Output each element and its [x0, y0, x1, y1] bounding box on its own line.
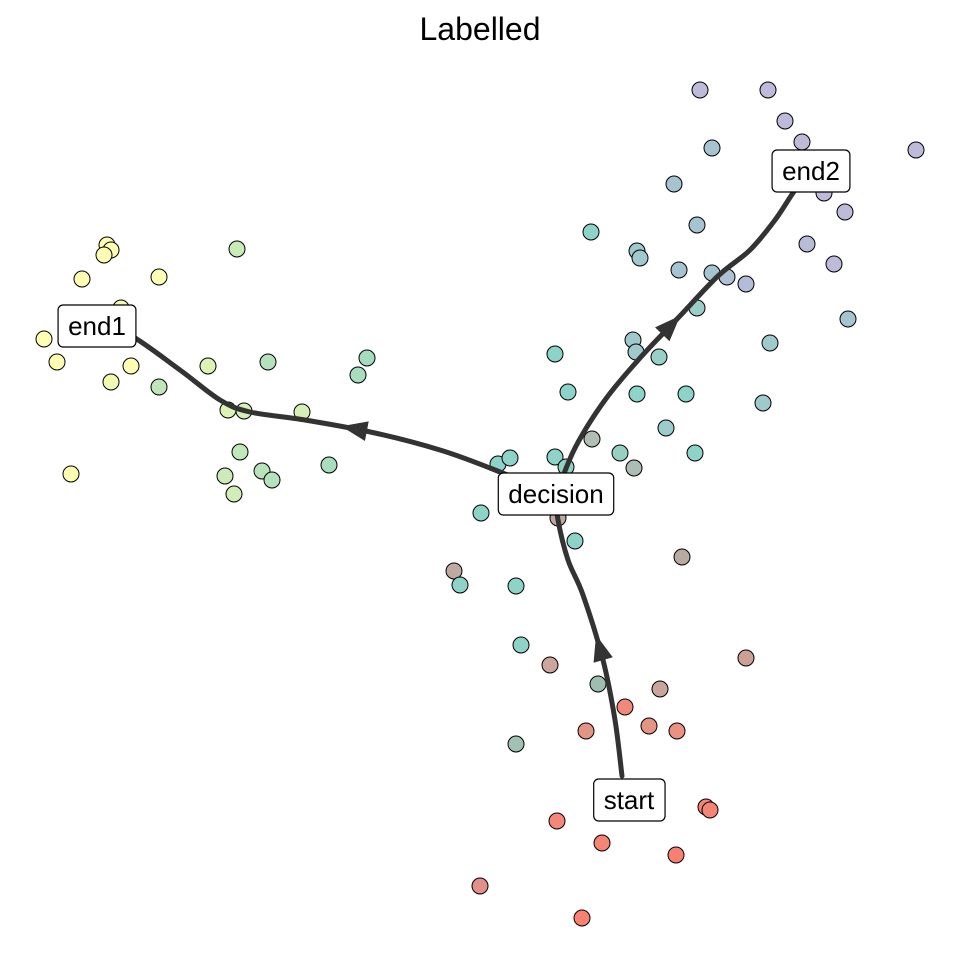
milestone-box-end2 — [771, 149, 851, 193]
point-6 — [665, 175, 683, 193]
point-84 — [216, 467, 234, 485]
point-47 — [541, 656, 559, 674]
milestone-text-decision: decision — [508, 479, 603, 509]
point-27 — [628, 385, 646, 403]
point-35 — [546, 448, 564, 466]
chart-title: Labelled — [420, 11, 541, 47]
point-44 — [507, 577, 525, 595]
point-34 — [625, 459, 643, 477]
point-62 — [573, 909, 591, 927]
arrowhead-decision-end2 — [655, 315, 681, 342]
point-29 — [754, 394, 772, 412]
point-9 — [688, 216, 706, 234]
point-61 — [471, 877, 489, 895]
point-86 — [263, 471, 281, 489]
point-38 — [501, 449, 519, 467]
point-78 — [349, 366, 367, 384]
point-50 — [651, 680, 669, 698]
point-87 — [225, 485, 243, 503]
milestone-text-start: start — [604, 785, 655, 815]
point-14 — [825, 255, 843, 273]
point-66 — [228, 240, 246, 258]
point-39 — [472, 504, 490, 522]
point-88 — [62, 465, 80, 483]
points-layer — [35, 81, 925, 927]
milestone-box-decision — [497, 472, 615, 516]
point-46 — [512, 636, 530, 654]
point-48 — [737, 649, 755, 667]
trajectory-decision-end1 — [95, 323, 559, 498]
point-15 — [670, 261, 688, 279]
point-71 — [48, 353, 66, 371]
point-1 — [759, 81, 777, 99]
point-11 — [798, 235, 816, 253]
point-10 — [582, 223, 600, 241]
milestone-text-end2: end2 — [782, 156, 840, 186]
labels-layer: start decision end1 end2 — [57, 149, 851, 822]
arrowhead-start-decision — [593, 635, 613, 663]
point-3 — [793, 133, 811, 151]
point-67 — [73, 270, 91, 288]
point-24 — [650, 348, 668, 366]
milestone-text-end1: end1 — [68, 311, 126, 341]
point-2 — [776, 112, 794, 130]
arrows-layer — [341, 315, 681, 663]
point-73 — [102, 373, 120, 391]
point-83 — [320, 456, 338, 474]
point-74 — [150, 378, 168, 396]
point-51 — [616, 698, 634, 716]
point-18 — [737, 275, 755, 293]
point-57 — [701, 801, 719, 819]
point-65 — [95, 246, 113, 264]
point-52 — [640, 717, 658, 735]
point-30 — [657, 419, 675, 437]
milestone-label-start: start — [593, 778, 666, 822]
point-75 — [199, 357, 217, 375]
point-22 — [761, 334, 779, 352]
point-82 — [231, 443, 249, 461]
arrowhead-decision-end1 — [341, 421, 369, 441]
point-0 — [691, 81, 709, 99]
point-33 — [686, 444, 704, 462]
point-53 — [668, 722, 686, 740]
point-8 — [836, 203, 854, 221]
point-58 — [548, 812, 566, 830]
point-54 — [577, 722, 595, 740]
point-59 — [593, 834, 611, 852]
point-41 — [566, 532, 584, 550]
point-76 — [259, 353, 277, 371]
point-20 — [839, 310, 857, 328]
point-25 — [546, 345, 564, 363]
milestone-box-end1 — [57, 304, 137, 348]
point-28 — [677, 385, 695, 403]
point-70 — [35, 330, 53, 348]
milestone-label-end2: end2 — [771, 149, 851, 193]
point-4 — [907, 141, 925, 159]
milestone-label-end1: end1 — [57, 304, 137, 348]
edges-layer — [95, 169, 813, 779]
point-43 — [451, 576, 469, 594]
point-32 — [611, 444, 629, 462]
milestone-label-decision: decision — [497, 472, 615, 516]
point-77 — [358, 349, 376, 367]
point-49 — [589, 675, 607, 693]
point-5 — [703, 139, 721, 157]
trajectory-decision-end2 — [553, 169, 813, 498]
point-26 — [559, 383, 577, 401]
point-60 — [667, 846, 685, 864]
point-45 — [673, 548, 691, 566]
point-72 — [122, 357, 140, 375]
point-55 — [507, 735, 525, 753]
point-31 — [583, 430, 601, 448]
milestone-box-start — [593, 778, 666, 822]
point-68 — [150, 268, 168, 286]
point-13 — [631, 249, 649, 267]
trajectory-start-decision — [553, 492, 625, 779]
